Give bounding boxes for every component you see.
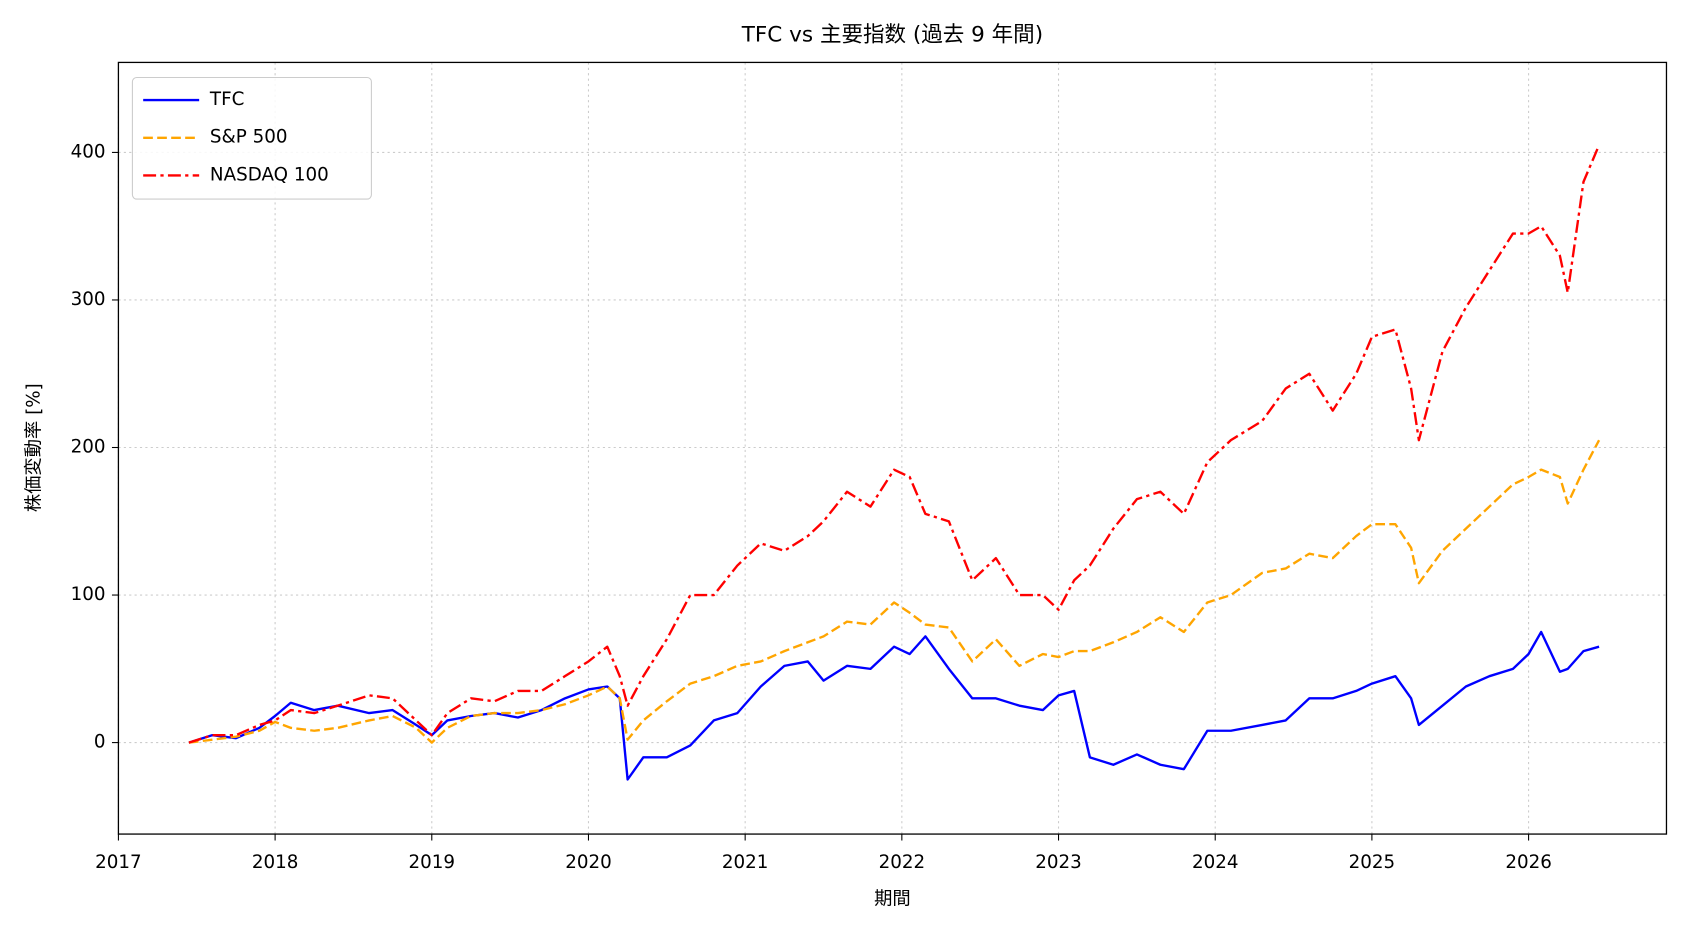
- y-tick-label: 400: [71, 141, 106, 162]
- chart-title: TFC vs 主要指数 (過去 9 年間): [741, 23, 1043, 48]
- x-tick-label: 2022: [879, 852, 926, 873]
- y-tick-label: 0: [94, 732, 106, 753]
- y-axis-label: 株価変動率 [%]: [23, 383, 44, 512]
- series-line: [188, 630, 1600, 781]
- series-line: [188, 439, 1601, 744]
- y-tick-label: 200: [71, 437, 106, 458]
- x-tick-label: 2025: [1349, 852, 1396, 873]
- x-tick-label: 2017: [95, 852, 142, 873]
- x-tick-label: 2021: [722, 852, 769, 873]
- legend-label: S&P 500: [210, 127, 288, 148]
- y-tick-label: 300: [71, 289, 106, 310]
- x-axis-label: 期間: [874, 889, 911, 910]
- x-tick-label: 2020: [565, 852, 612, 873]
- x-tick-label: 2019: [409, 852, 456, 873]
- x-tick-label: 2023: [1035, 852, 1082, 873]
- legend-label: TFC: [209, 89, 244, 110]
- x-tick-label: 2026: [1505, 852, 1552, 873]
- x-tick-label: 2018: [252, 852, 299, 873]
- plot-frame: [117, 61, 1668, 835]
- y-tick-label: 100: [71, 584, 106, 605]
- x-tick-label: 2024: [1192, 852, 1239, 873]
- legend-label: NASDAQ 100: [210, 164, 329, 185]
- series-line: [188, 144, 1601, 744]
- legend-box: [131, 76, 372, 200]
